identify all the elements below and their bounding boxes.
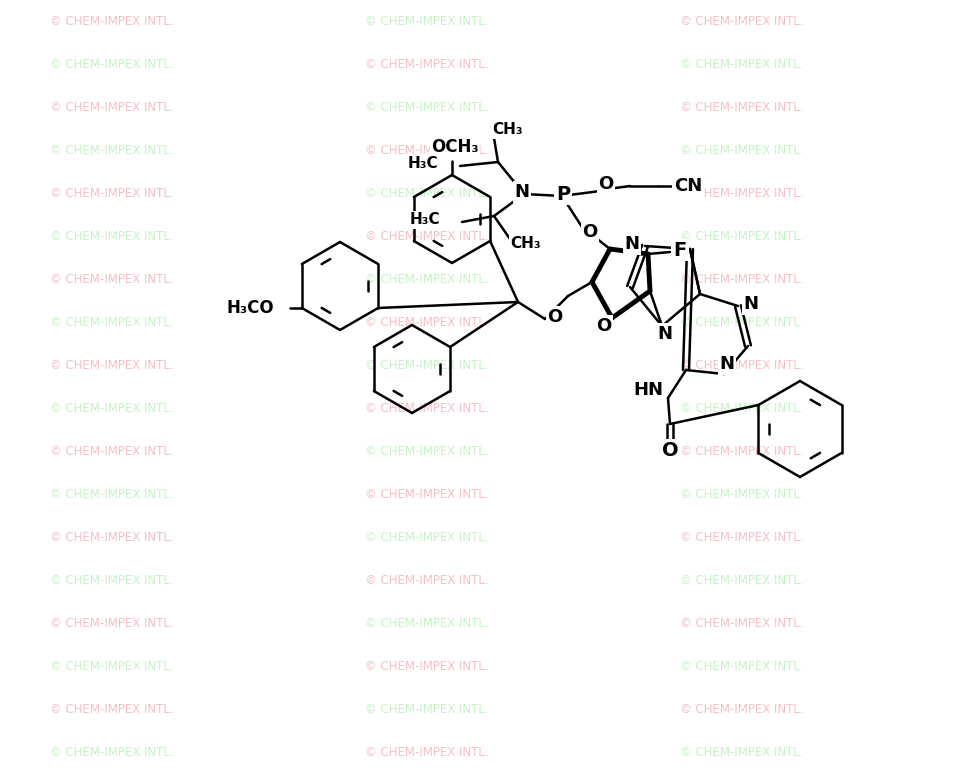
Text: O: O: [582, 223, 598, 241]
Text: OCH₃: OCH₃: [432, 138, 479, 156]
Text: H₃C: H₃C: [407, 156, 438, 172]
Text: O: O: [547, 308, 563, 326]
Text: N: N: [624, 235, 640, 253]
Text: © CHEM-IMPEX INTL.: © CHEM-IMPEX INTL.: [50, 101, 174, 114]
Text: © CHEM-IMPEX INTL.: © CHEM-IMPEX INTL.: [50, 273, 174, 286]
Text: © CHEM-IMPEX INTL.: © CHEM-IMPEX INTL.: [50, 230, 174, 243]
Text: © CHEM-IMPEX INTL.: © CHEM-IMPEX INTL.: [680, 144, 804, 157]
Text: © CHEM-IMPEX INTL.: © CHEM-IMPEX INTL.: [365, 101, 489, 114]
Text: © CHEM-IMPEX INTL.: © CHEM-IMPEX INTL.: [50, 316, 174, 329]
Text: © CHEM-IMPEX INTL.: © CHEM-IMPEX INTL.: [50, 402, 174, 415]
Text: N: N: [719, 355, 735, 373]
Text: H₃C: H₃C: [409, 213, 440, 228]
Text: N: N: [514, 183, 530, 201]
Text: © CHEM-IMPEX INTL.: © CHEM-IMPEX INTL.: [365, 273, 489, 286]
Text: © CHEM-IMPEX INTL.: © CHEM-IMPEX INTL.: [680, 359, 804, 372]
Text: © CHEM-IMPEX INTL.: © CHEM-IMPEX INTL.: [50, 187, 174, 200]
Text: © CHEM-IMPEX INTL.: © CHEM-IMPEX INTL.: [365, 746, 489, 759]
Text: © CHEM-IMPEX INTL.: © CHEM-IMPEX INTL.: [50, 488, 174, 501]
Text: © CHEM-IMPEX INTL.: © CHEM-IMPEX INTL.: [680, 617, 804, 630]
Text: © CHEM-IMPEX INTL.: © CHEM-IMPEX INTL.: [50, 660, 174, 673]
Text: © CHEM-IMPEX INTL.: © CHEM-IMPEX INTL.: [50, 15, 174, 28]
Text: © CHEM-IMPEX INTL.: © CHEM-IMPEX INTL.: [50, 617, 174, 630]
Text: © CHEM-IMPEX INTL.: © CHEM-IMPEX INTL.: [680, 273, 804, 286]
Text: O: O: [599, 175, 613, 193]
Text: © CHEM-IMPEX INTL.: © CHEM-IMPEX INTL.: [365, 58, 489, 71]
Text: © CHEM-IMPEX INTL.: © CHEM-IMPEX INTL.: [365, 617, 489, 630]
Text: CH₃: CH₃: [493, 122, 523, 138]
Text: © CHEM-IMPEX INTL.: © CHEM-IMPEX INTL.: [50, 445, 174, 458]
Text: O: O: [597, 317, 611, 335]
Text: © CHEM-IMPEX INTL.: © CHEM-IMPEX INTL.: [50, 359, 174, 372]
Text: © CHEM-IMPEX INTL.: © CHEM-IMPEX INTL.: [680, 101, 804, 114]
Text: © CHEM-IMPEX INTL.: © CHEM-IMPEX INTL.: [365, 574, 489, 587]
Text: F: F: [674, 241, 686, 259]
Text: CN: CN: [674, 177, 702, 195]
Text: © CHEM-IMPEX INTL.: © CHEM-IMPEX INTL.: [365, 15, 489, 28]
Text: N: N: [744, 295, 758, 313]
Text: © CHEM-IMPEX INTL.: © CHEM-IMPEX INTL.: [680, 187, 804, 200]
Text: © CHEM-IMPEX INTL.: © CHEM-IMPEX INTL.: [680, 574, 804, 587]
Text: © CHEM-IMPEX INTL.: © CHEM-IMPEX INTL.: [365, 187, 489, 200]
Text: © CHEM-IMPEX INTL.: © CHEM-IMPEX INTL.: [680, 230, 804, 243]
Text: © CHEM-IMPEX INTL.: © CHEM-IMPEX INTL.: [680, 660, 804, 673]
Text: CH₃: CH₃: [510, 235, 541, 251]
Text: © CHEM-IMPEX INTL.: © CHEM-IMPEX INTL.: [680, 703, 804, 716]
Text: © CHEM-IMPEX INTL.: © CHEM-IMPEX INTL.: [680, 316, 804, 329]
Text: © CHEM-IMPEX INTL.: © CHEM-IMPEX INTL.: [365, 488, 489, 501]
Text: © CHEM-IMPEX INTL.: © CHEM-IMPEX INTL.: [680, 402, 804, 415]
Text: © CHEM-IMPEX INTL.: © CHEM-IMPEX INTL.: [50, 703, 174, 716]
Text: © CHEM-IMPEX INTL.: © CHEM-IMPEX INTL.: [680, 445, 804, 458]
Text: © CHEM-IMPEX INTL.: © CHEM-IMPEX INTL.: [365, 359, 489, 372]
Text: © CHEM-IMPEX INTL.: © CHEM-IMPEX INTL.: [365, 531, 489, 544]
Text: © CHEM-IMPEX INTL.: © CHEM-IMPEX INTL.: [50, 58, 174, 71]
Text: H₃CO: H₃CO: [226, 299, 274, 317]
Text: © CHEM-IMPEX INTL.: © CHEM-IMPEX INTL.: [680, 746, 804, 759]
Text: © CHEM-IMPEX INTL.: © CHEM-IMPEX INTL.: [365, 660, 489, 673]
Text: O: O: [662, 440, 678, 460]
Text: © CHEM-IMPEX INTL.: © CHEM-IMPEX INTL.: [365, 144, 489, 157]
Text: © CHEM-IMPEX INTL.: © CHEM-IMPEX INTL.: [365, 230, 489, 243]
Text: © CHEM-IMPEX INTL.: © CHEM-IMPEX INTL.: [50, 746, 174, 759]
Text: © CHEM-IMPEX INTL.: © CHEM-IMPEX INTL.: [365, 703, 489, 716]
Text: © CHEM-IMPEX INTL.: © CHEM-IMPEX INTL.: [365, 402, 489, 415]
Text: © CHEM-IMPEX INTL.: © CHEM-IMPEX INTL.: [680, 488, 804, 501]
Text: © CHEM-IMPEX INTL.: © CHEM-IMPEX INTL.: [50, 574, 174, 587]
Text: © CHEM-IMPEX INTL.: © CHEM-IMPEX INTL.: [50, 531, 174, 544]
Text: P: P: [556, 184, 570, 204]
Text: N: N: [657, 325, 673, 343]
Text: HN: HN: [633, 381, 663, 399]
Text: © CHEM-IMPEX INTL.: © CHEM-IMPEX INTL.: [365, 316, 489, 329]
Text: © CHEM-IMPEX INTL.: © CHEM-IMPEX INTL.: [680, 58, 804, 71]
Text: © CHEM-IMPEX INTL.: © CHEM-IMPEX INTL.: [50, 144, 174, 157]
Text: © CHEM-IMPEX INTL.: © CHEM-IMPEX INTL.: [365, 445, 489, 458]
Text: © CHEM-IMPEX INTL.: © CHEM-IMPEX INTL.: [680, 15, 804, 28]
Text: © CHEM-IMPEX INTL.: © CHEM-IMPEX INTL.: [680, 531, 804, 544]
